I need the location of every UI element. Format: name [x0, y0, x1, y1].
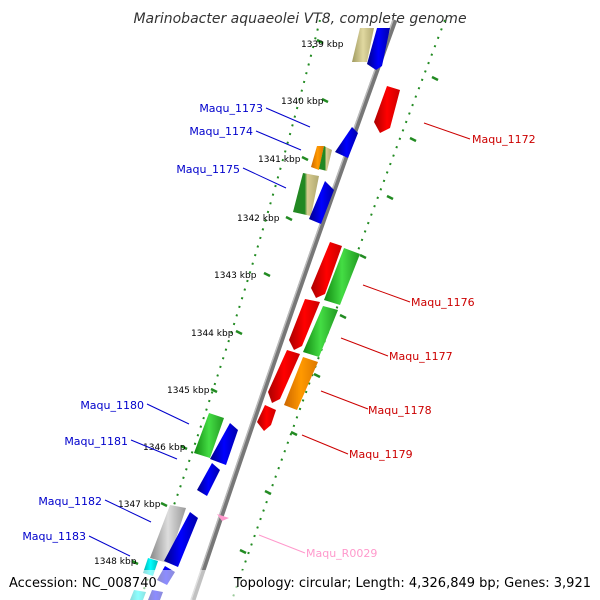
tick-label: 1346 kbp	[143, 443, 186, 453]
genome-backbone	[190, 19, 398, 600]
gene-label[interactable]: Maqu_1175	[176, 163, 240, 176]
gene-label[interactable]: Maqu_1183	[22, 530, 86, 543]
inner-tick-marks	[239, 75, 439, 555]
gene-label[interactable]: Maqu_1176	[411, 296, 475, 309]
tick-labels: 1339 kbp 1340 kbp 1341 kbp 1342 kbp 1343…	[94, 40, 344, 567]
gene-label[interactable]: Maqu_1173	[199, 102, 263, 115]
gene-feature[interactable]	[335, 127, 358, 158]
genome-summary-text: Topology: circular; Length: 4,326,849 bp…	[233, 576, 591, 591]
gene-feature[interactable]	[303, 306, 338, 357]
tick-label: 1345 kbp	[167, 386, 210, 396]
gene-feature[interactable]	[311, 242, 342, 298]
gene-feature[interactable]	[194, 413, 224, 458]
accession-text: Accession: NC_008740	[9, 576, 157, 591]
gene-label[interactable]: Maqu_1172	[472, 133, 536, 146]
rna-label[interactable]: Maqu_R0029	[306, 547, 377, 560]
gene-label[interactable]: Maqu_1180	[80, 399, 144, 412]
gene-feature[interactable]	[284, 357, 318, 410]
outer-tick-track	[139, 19, 321, 600]
gene-feature[interactable]	[367, 28, 390, 70]
rna-leader-line	[258, 534, 306, 554]
gene-feature[interactable]	[309, 181, 334, 224]
right-gene-labels: Maqu_1172 Maqu_1176 Maqu_1177 Maqu_1178 …	[349, 133, 536, 461]
tick-marks	[131, 38, 329, 566]
gene-label[interactable]: Maqu_1179	[349, 448, 413, 461]
gene-feature[interactable]	[150, 505, 186, 563]
gene-feature[interactable]	[268, 350, 300, 403]
footer-background	[0, 570, 600, 600]
gene-feature[interactable]	[164, 512, 198, 567]
gene-feature[interactable]	[319, 146, 332, 171]
gene-label[interactable]: Maqu_1177	[389, 350, 453, 363]
left-leader-lines	[88, 107, 311, 557]
gene-feature[interactable]	[352, 28, 374, 62]
gene-feature[interactable]	[289, 299, 320, 350]
gene-feature[interactable]	[293, 173, 319, 216]
gene-feature[interactable]	[324, 248, 360, 305]
gene-feature[interactable]	[374, 86, 400, 133]
gene-feature[interactable]	[311, 146, 324, 170]
gene-label[interactable]: Maqu_1178	[368, 404, 432, 417]
gene-label[interactable]: Maqu_1181	[64, 435, 128, 448]
gene-label[interactable]: Maqu_1174	[189, 125, 253, 138]
tick-label: 1344 kbp	[191, 329, 234, 339]
gene-label[interactable]: Maqu_1182	[38, 495, 102, 508]
tick-label: 1340 kbp	[281, 97, 324, 107]
gene-feature[interactable]	[257, 405, 276, 431]
gene-feature[interactable]	[197, 463, 220, 496]
right-leader-lines	[301, 122, 471, 455]
inner-tick-track	[231, 19, 446, 600]
reverse-genes	[217, 86, 400, 521]
tick-label: 1348 kbp	[94, 557, 137, 567]
gene-feature[interactable]	[210, 423, 238, 465]
tick-label: 1343 kbp	[214, 271, 257, 281]
tick-label: 1341 kbp	[258, 155, 301, 165]
rna-feature[interactable]	[217, 514, 229, 521]
left-gene-labels: Maqu_1173 Maqu_1174 Maqu_1175 Maqu_1180 …	[22, 102, 263, 543]
tick-label: 1339 kbp	[301, 40, 344, 50]
tick-label: 1342 kbp	[237, 214, 280, 224]
map-title: Marinobacter aquaeolei VT8, complete gen…	[133, 11, 466, 27]
tick-label: 1347 kbp	[118, 500, 161, 510]
